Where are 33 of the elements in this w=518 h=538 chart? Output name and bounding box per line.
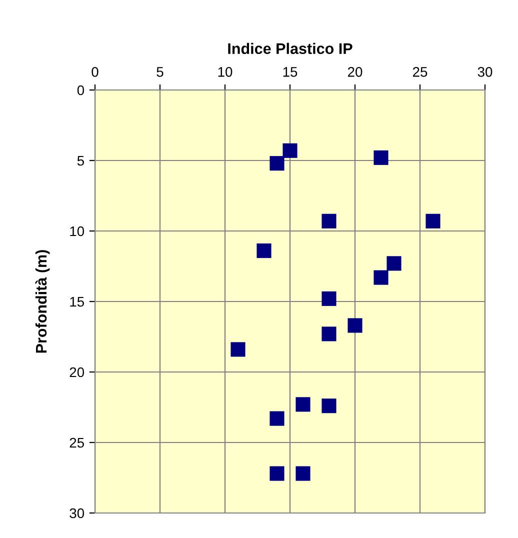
y-tick-label: 30 bbox=[70, 508, 84, 518]
point bbox=[374, 270, 388, 285]
y-tick-label: 15 bbox=[70, 296, 84, 307]
point bbox=[270, 156, 284, 171]
y-tick-label: 10 bbox=[70, 226, 84, 236]
point bbox=[296, 397, 310, 412]
point bbox=[386, 256, 402, 271]
x-tick-label: 30 bbox=[478, 67, 492, 77]
x-tick-label: 0 bbox=[92, 67, 98, 77]
x-tick-label: 25 bbox=[412, 67, 428, 77]
x-tick-label: 20 bbox=[348, 67, 362, 77]
point bbox=[426, 214, 440, 228]
x-tick-label: 15 bbox=[283, 67, 298, 77]
chart-title: Indice Plastico IP bbox=[228, 42, 352, 54]
point bbox=[230, 342, 246, 357]
point bbox=[322, 214, 336, 228]
y-axis-title: Profondità (m) bbox=[35, 250, 50, 353]
x-tick-label: 10 bbox=[218, 67, 232, 77]
point bbox=[270, 466, 284, 481]
point bbox=[322, 398, 336, 414]
y-tick-label: 0 bbox=[77, 85, 84, 96]
point bbox=[256, 243, 272, 258]
point bbox=[270, 411, 284, 426]
x-tick-label: 5 bbox=[156, 67, 164, 77]
point bbox=[348, 318, 362, 333]
y-tick-label: 20 bbox=[70, 367, 84, 378]
point bbox=[296, 466, 310, 481]
y-tick-label: 5 bbox=[77, 156, 84, 166]
point bbox=[322, 291, 336, 306]
point bbox=[374, 150, 388, 165]
point bbox=[282, 143, 298, 158]
point bbox=[322, 326, 336, 342]
y-tick-label: 25 bbox=[70, 438, 84, 448]
